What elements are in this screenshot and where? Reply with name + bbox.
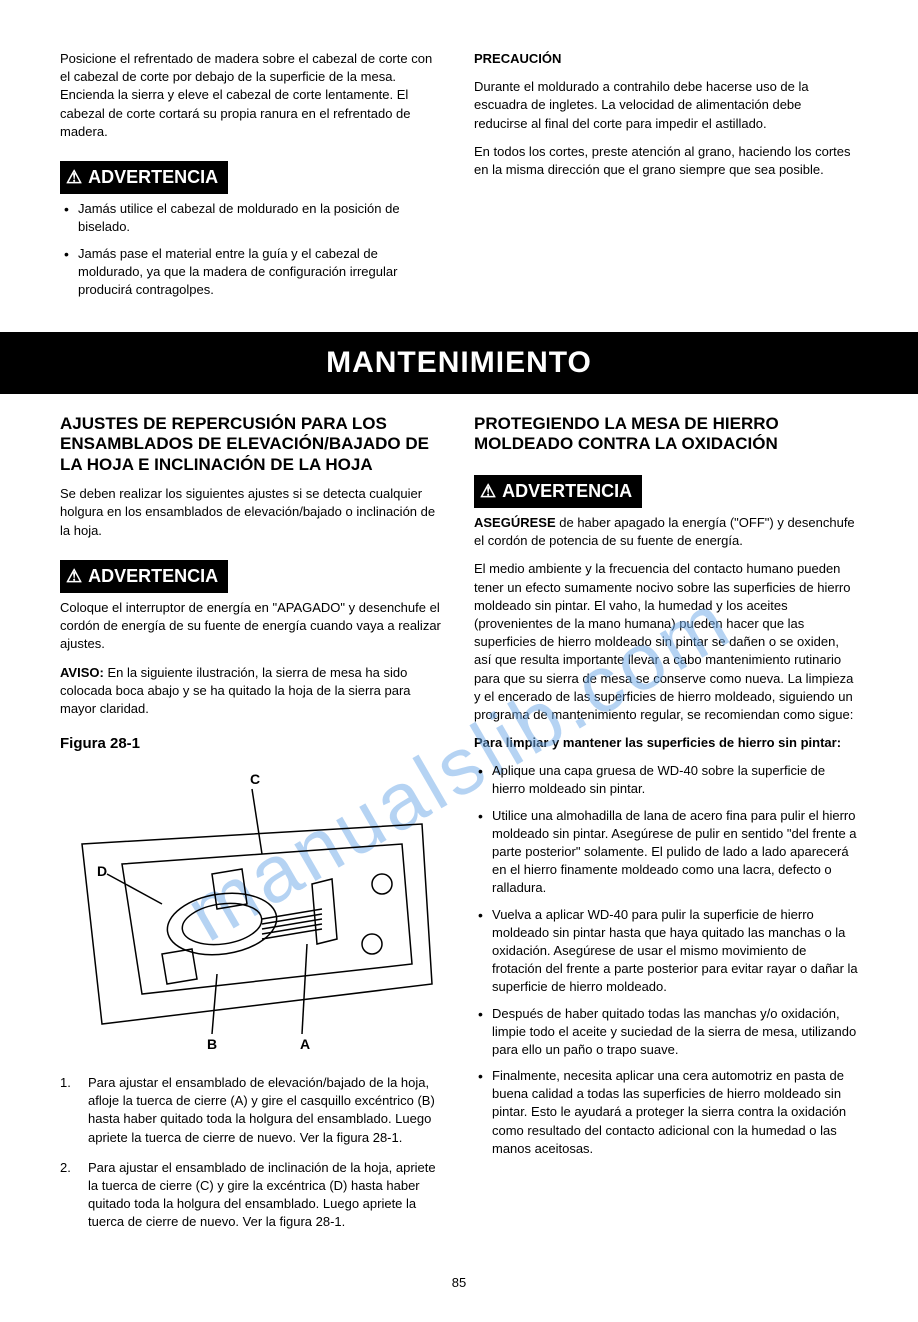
precaucion-heading: PRECAUCIÓN bbox=[474, 50, 858, 68]
svg-text:D: D bbox=[97, 863, 107, 879]
warning-list: Jamás utilice el cabezal de moldurado en… bbox=[60, 200, 444, 299]
asegurese-label: ASEGÚRESE bbox=[474, 515, 556, 530]
left-heading: AJUSTES DE REPERCUSIÓN PARA LOS ENSAMBLA… bbox=[60, 414, 444, 475]
maintenance-item: Utilice una almohadilla de lana de acero… bbox=[474, 807, 858, 898]
aviso-paragraph: AVISO: En la siguiente ilustración, la s… bbox=[60, 664, 444, 719]
section-banner: MANTENIMIENTO bbox=[0, 332, 918, 394]
precaucion-p2: En todos los cortes, preste atención al … bbox=[474, 143, 858, 179]
right-p1: El medio ambiente y la frecuencia del co… bbox=[474, 560, 858, 724]
left-p1: Se deben realizar los siguientes ajustes… bbox=[60, 485, 444, 540]
svg-text:A: A bbox=[300, 1036, 310, 1052]
maintenance-item: Aplique una capa gruesa de WD-40 sobre l… bbox=[474, 762, 858, 798]
svg-text:C: C bbox=[250, 771, 260, 787]
subhead: Para limpiar y mantener las superficies … bbox=[474, 734, 858, 752]
maintenance-item: Después de haber quitado todas las manch… bbox=[474, 1005, 858, 1060]
warning-item: Jamás pase el material entre la guía y e… bbox=[60, 245, 444, 300]
svg-text:B: B bbox=[207, 1036, 217, 1052]
intro-paragraph: Posicione el refrentado de madera sobre … bbox=[60, 50, 444, 141]
top-section: Posicione el refrentado de madera sobre … bbox=[60, 50, 858, 307]
figure-title: Figura 28-1 bbox=[60, 733, 444, 754]
maintenance-item: Vuelva a aplicar WD-40 para pulir la sup… bbox=[474, 906, 858, 997]
main-left-column: AJUSTES DE REPERCUSIÓN PARA LOS ENSAMBLA… bbox=[60, 414, 444, 1244]
warning-label: ADVERTENCIA bbox=[474, 475, 642, 508]
top-right-column: PRECAUCIÓN Durante el moldurado a contra… bbox=[474, 50, 858, 307]
maintenance-item: Finalmente, necesita aplicar una cera au… bbox=[474, 1067, 858, 1158]
step-item: 1.Para ajustar el ensamblado de elevació… bbox=[60, 1074, 444, 1147]
asegurese-paragraph: ASEGÚRESE de haber apagado la energía ("… bbox=[474, 514, 858, 550]
main-section: AJUSTES DE REPERCUSIÓN PARA LOS ENSAMBLA… bbox=[60, 414, 858, 1244]
warning-label: ADVERTENCIA bbox=[60, 560, 228, 593]
steps-list: 1.Para ajustar el ensamblado de elevació… bbox=[60, 1074, 444, 1232]
figure-diagram: C D B A bbox=[60, 764, 444, 1054]
precaucion-p1: Durante el moldurado a contrahilo debe h… bbox=[474, 78, 858, 133]
maintenance-list: Aplique una capa gruesa de WD-40 sobre l… bbox=[474, 762, 858, 1158]
left-p2: Coloque el interruptor de energía en "AP… bbox=[60, 599, 444, 654]
main-right-column: PROTEGIENDO LA MESA DE HIERRO MOLDEADO C… bbox=[474, 414, 858, 1244]
aviso-text: En la siguiente ilustración, la sierra d… bbox=[60, 665, 411, 716]
top-left-column: Posicione el refrentado de madera sobre … bbox=[60, 50, 444, 307]
step-item: 2.Para ajustar el ensamblado de inclinac… bbox=[60, 1159, 444, 1232]
warning-label: ADVERTENCIA bbox=[60, 161, 228, 194]
figure-svg: C D B A bbox=[60, 764, 444, 1054]
right-heading: PROTEGIENDO LA MESA DE HIERRO MOLDEADO C… bbox=[474, 414, 858, 455]
page-number: 85 bbox=[60, 1274, 858, 1292]
warning-item: Jamás utilice el cabezal de moldurado en… bbox=[60, 200, 444, 236]
aviso-label: AVISO: bbox=[60, 665, 104, 680]
